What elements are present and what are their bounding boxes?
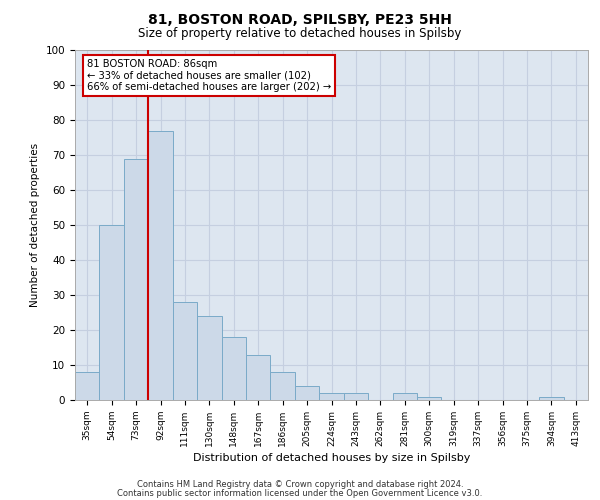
X-axis label: Distribution of detached houses by size in Spilsby: Distribution of detached houses by size … (193, 453, 470, 463)
Text: 81 BOSTON ROAD: 86sqm
← 33% of detached houses are smaller (102)
66% of semi-det: 81 BOSTON ROAD: 86sqm ← 33% of detached … (87, 59, 331, 92)
Bar (173, 302, 197, 400)
Bar (148, 130, 173, 400)
Bar (246, 354, 271, 400)
Bar (100, 225, 124, 400)
Text: 81, BOSTON ROAD, SPILSBY, PE23 5HH: 81, BOSTON ROAD, SPILSBY, PE23 5HH (148, 12, 452, 26)
Bar (271, 372, 295, 400)
Bar (392, 393, 417, 400)
Text: Size of property relative to detached houses in Spilsby: Size of property relative to detached ho… (139, 28, 461, 40)
Bar (319, 393, 344, 400)
Bar (539, 396, 563, 400)
Bar (344, 393, 368, 400)
Text: Contains HM Land Registry data © Crown copyright and database right 2024.: Contains HM Land Registry data © Crown c… (137, 480, 463, 489)
Bar (75, 372, 100, 400)
Bar (197, 316, 221, 400)
Bar (221, 337, 246, 400)
Bar (124, 158, 148, 400)
Text: Contains public sector information licensed under the Open Government Licence v3: Contains public sector information licen… (118, 489, 482, 498)
Bar (417, 396, 442, 400)
Bar (295, 386, 319, 400)
Y-axis label: Number of detached properties: Number of detached properties (30, 143, 40, 307)
